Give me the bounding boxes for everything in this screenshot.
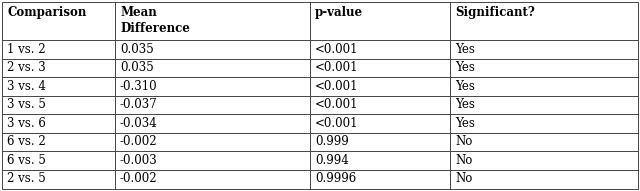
Text: 1 vs. 2: 1 vs. 2 <box>7 43 45 56</box>
Text: <0.001: <0.001 <box>315 98 358 111</box>
Text: 6 vs. 5: 6 vs. 5 <box>7 154 46 167</box>
Text: 2 vs. 3: 2 vs. 3 <box>7 61 45 74</box>
Text: 0.035: 0.035 <box>120 43 154 56</box>
Text: 3 vs. 5: 3 vs. 5 <box>7 98 46 111</box>
Text: Yes: Yes <box>455 98 475 111</box>
Text: -0.034: -0.034 <box>120 117 157 130</box>
Text: No: No <box>455 154 472 167</box>
Text: <0.001: <0.001 <box>315 43 358 56</box>
Text: <0.001: <0.001 <box>315 61 358 74</box>
Text: Yes: Yes <box>455 61 475 74</box>
Text: <0.001: <0.001 <box>315 80 358 93</box>
Text: 0.999: 0.999 <box>315 135 349 148</box>
Text: 0.994: 0.994 <box>315 154 349 167</box>
Text: Yes: Yes <box>455 117 475 130</box>
Text: -0.002: -0.002 <box>120 135 157 148</box>
Text: 3 vs. 4: 3 vs. 4 <box>7 80 46 93</box>
Text: -0.003: -0.003 <box>120 154 157 167</box>
Text: 3 vs. 6: 3 vs. 6 <box>7 117 46 130</box>
Text: -0.002: -0.002 <box>120 172 157 185</box>
Text: Mean
Difference: Mean Difference <box>120 6 190 35</box>
Text: No: No <box>455 135 472 148</box>
Text: Comparison: Comparison <box>7 6 86 19</box>
Text: Yes: Yes <box>455 43 475 56</box>
Text: -0.037: -0.037 <box>120 98 157 111</box>
Text: No: No <box>455 172 472 185</box>
Text: 2 vs. 5: 2 vs. 5 <box>7 172 45 185</box>
Text: 6 vs. 2: 6 vs. 2 <box>7 135 45 148</box>
Text: <0.001: <0.001 <box>315 117 358 130</box>
Text: Significant?: Significant? <box>455 6 535 19</box>
Text: -0.310: -0.310 <box>120 80 157 93</box>
Text: 0.9996: 0.9996 <box>315 172 356 185</box>
Text: Yes: Yes <box>455 80 475 93</box>
Text: p-value: p-value <box>315 6 363 19</box>
Text: 0.035: 0.035 <box>120 61 154 74</box>
